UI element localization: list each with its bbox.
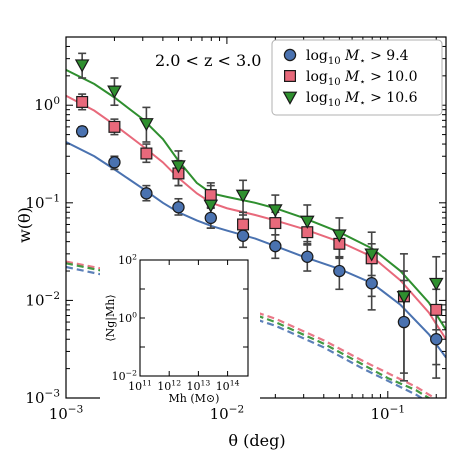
data-point-0 — [365, 277, 378, 290]
data-point-2 — [203, 199, 219, 213]
inset-y-axis-label: ⟨Ng|Mh⟩ — [104, 294, 118, 341]
inset-y-tick-label: 10−2 — [112, 368, 137, 383]
x-tick-label: 10−1 — [371, 404, 406, 423]
inset-x-tick-label: 1014 — [216, 378, 240, 393]
inset-frame — [139, 259, 249, 377]
data-point-2 — [74, 59, 90, 73]
data-point-2 — [428, 277, 444, 292]
data-point-1 — [430, 303, 443, 316]
data-point-0 — [172, 201, 185, 214]
legend: log10 M⋆ > 9.4 log10 M⋆ > 10.0 log10 M⋆ > … — [271, 39, 443, 116]
model-line-1 — [66, 94, 446, 340]
legend-marker-1 — [284, 69, 297, 82]
data-point-1 — [140, 147, 153, 160]
inset-hod-plot: 1011 1012 1013 1014 10−2 100 102 Mh (M⊙) ⟨Ng|Mh⟩ — [100, 252, 260, 405]
data-point-0 — [430, 333, 443, 346]
data-point-2 — [107, 85, 122, 99]
inset-y-tick-label: 100 — [118, 310, 137, 325]
data-point-1 — [237, 218, 250, 231]
y-tick-label: 10−2 — [25, 290, 60, 309]
x-tick-label: 10−3 — [49, 404, 84, 423]
data-point-2 — [139, 118, 154, 132]
data-point-2 — [235, 189, 251, 203]
inset-x-tick-label: 1013 — [186, 378, 210, 393]
x-tick-label: 10−2 — [210, 404, 245, 423]
y-tick-label: 10−3 — [25, 388, 60, 407]
data-point-0 — [269, 239, 282, 253]
data-point-0 — [108, 156, 121, 169]
data-point-2 — [396, 290, 412, 305]
data-point-0 — [333, 264, 346, 278]
two-halo-line-1 — [66, 260, 437, 398]
data-point-2 — [332, 229, 347, 243]
legend-label-0: log10 M⋆ > 9.4 — [306, 48, 409, 67]
legend-marker-2 — [282, 91, 298, 105]
legend-label-2: log10 M⋆ > 10.6 — [306, 90, 418, 109]
data-point-1 — [108, 120, 121, 133]
redshift-label: 2.0 < z < 3.0 — [155, 51, 261, 70]
x-axis-label: θ (deg) — [228, 431, 285, 450]
two-halo-line-2 — [66, 262, 431, 398]
inset-x-tick-label: 1011 — [128, 378, 152, 393]
data-point-0 — [75, 125, 89, 138]
legend-box — [271, 39, 443, 116]
data-point-0 — [140, 187, 153, 200]
data-point-1 — [76, 95, 89, 108]
y-axis-label: w(θ) — [15, 207, 34, 243]
plot-area — [66, 52, 446, 398]
legend-label-1: log10 M⋆ > 10.0 — [306, 69, 417, 88]
inset-x-axis-label: Mh (M⊙) — [169, 392, 220, 405]
data-point-0 — [204, 211, 217, 225]
two-halo-line-0 — [66, 265, 424, 398]
y-tick-label: 100 — [34, 95, 60, 114]
data-point-1 — [269, 217, 282, 230]
data-point-2 — [171, 160, 186, 174]
inset-x-tick-label: 1012 — [157, 378, 181, 393]
y-tick-label: 10−1 — [25, 193, 60, 212]
data-point-0 — [397, 315, 411, 329]
inset-y-tick-label: 102 — [118, 252, 137, 267]
legend-marker-0 — [283, 48, 297, 62]
main-plot: 10−3 10−2 10−1 10−3 10−2 10−1 100 — [25, 36, 447, 423]
data-point-2 — [364, 248, 379, 262]
data-point-2 — [299, 215, 315, 229]
data-point-2 — [268, 204, 283, 218]
data-point-0 — [236, 229, 250, 242]
data-point-1 — [204, 189, 217, 202]
model-line-2 — [66, 69, 446, 331]
data-point-0 — [301, 250, 314, 263]
model-line-0 — [66, 141, 446, 359]
